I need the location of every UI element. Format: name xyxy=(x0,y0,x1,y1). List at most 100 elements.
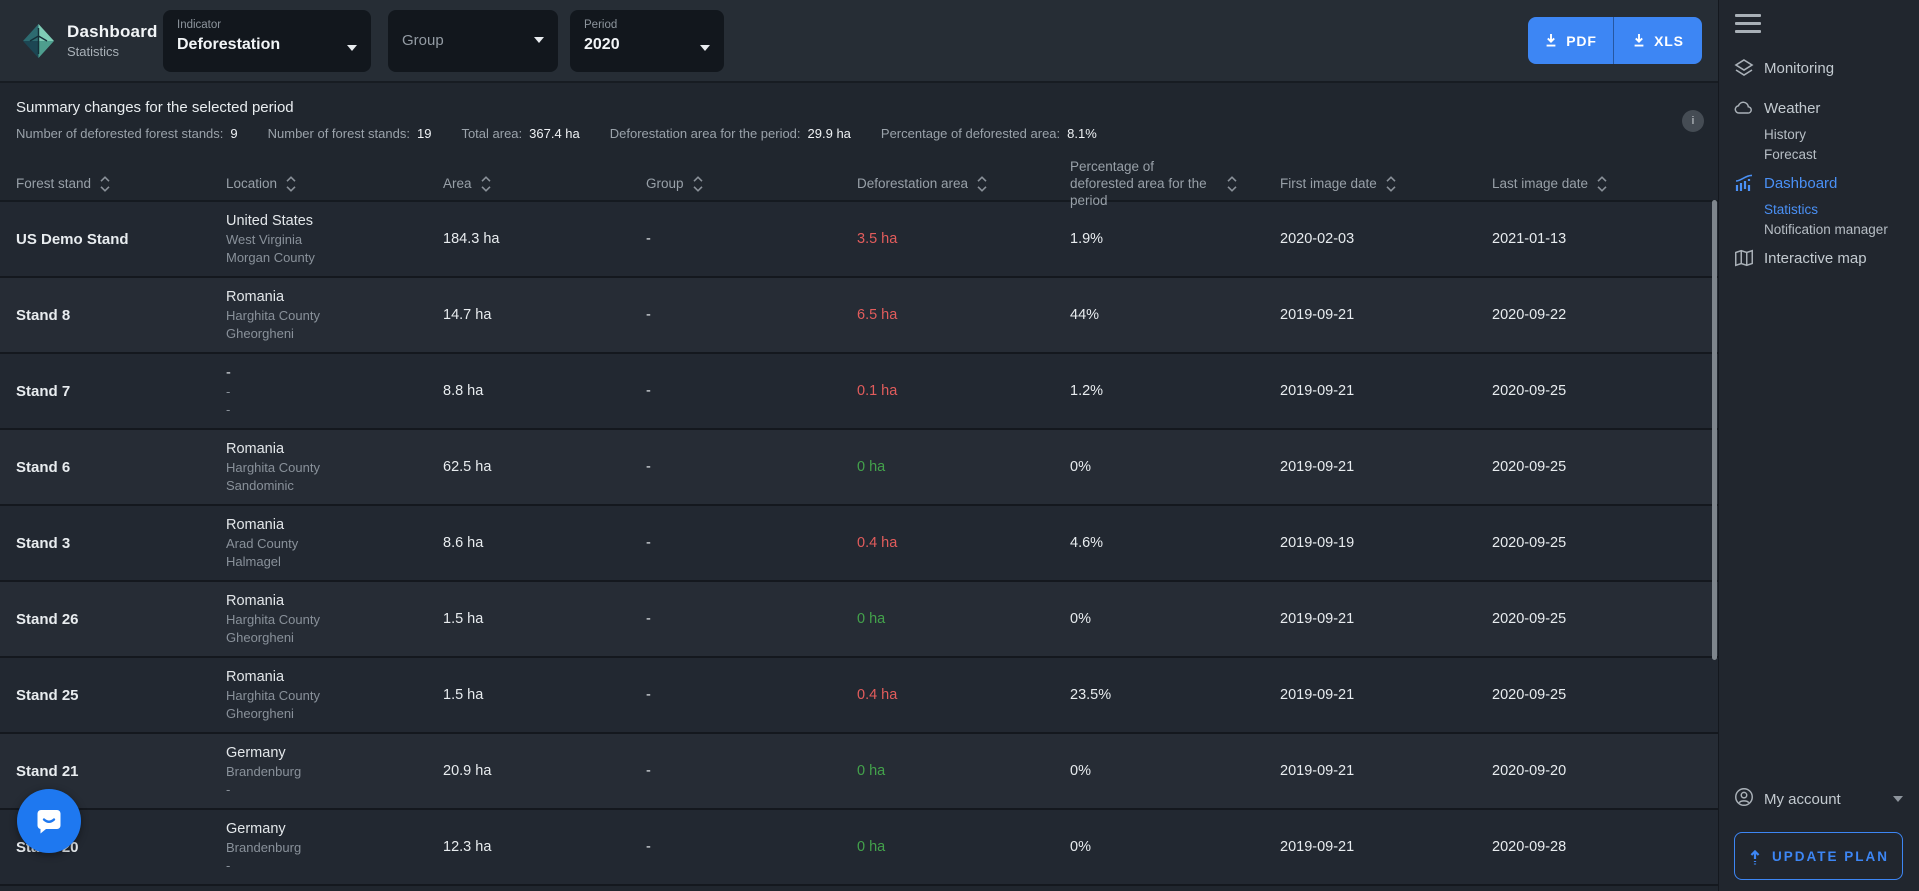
table-row[interactable]: Stand 3 Romania Arad County Halmagel 8.6 ha -… xyxy=(0,506,1718,582)
sort-icon xyxy=(977,176,987,193)
stand-area: 62.5 ha xyxy=(443,459,492,475)
location-district: Halmagel xyxy=(226,554,281,569)
sidebar-item-dashboard[interactable]: Dashboard xyxy=(1719,169,1919,197)
stand-location: United States West Virginia Morgan County xyxy=(226,213,443,265)
last-image-date: 2020-09-25 xyxy=(1492,383,1567,399)
info-icon[interactable]: i xyxy=(1682,110,1704,132)
deforestation-percentage: 44% xyxy=(1070,307,1100,323)
stand-location: Germany Brandenburg - xyxy=(226,745,443,797)
location-region: Harghita County xyxy=(226,308,320,323)
menu-icon[interactable] xyxy=(1735,14,1761,38)
stand-group: - xyxy=(646,687,651,703)
sidebar-item-forecast[interactable]: Forecast xyxy=(1764,146,1817,162)
deforestation-area-value: 3.5 ha xyxy=(857,231,898,247)
download-xls-button[interactable]: XLS xyxy=(1614,17,1702,64)
stand-area: 8.6 ha xyxy=(443,535,484,551)
sidebar-item-history[interactable]: History xyxy=(1764,126,1807,142)
table-row[interactable]: Stand 8 Romania Harghita County Gheorgheni 1… xyxy=(0,278,1718,354)
main-content: Dashboard Statistics Indicator Deforesta… xyxy=(0,0,1718,886)
my-account-menu[interactable]: My account xyxy=(1719,785,1919,813)
table-row[interactable]: US Demo Stand United States West Virginia M… xyxy=(0,202,1718,278)
table-row[interactable]: Stand 25 Romania Harghita County Gheorgheni… xyxy=(0,658,1718,734)
stand-area: 184.3 ha xyxy=(443,231,500,247)
deforestation-percentage: 23.5% xyxy=(1070,687,1112,703)
deforestation-percentage: 1.9% xyxy=(1070,231,1104,247)
column-header-label: Group xyxy=(646,175,684,191)
table-row[interactable]: Stand 26 Romania Harghita County Gheorgheni… xyxy=(0,582,1718,658)
sort-icon xyxy=(1227,176,1237,193)
stand-name: Stand 3 xyxy=(16,534,71,552)
stat-label: Deforestation area for the period: xyxy=(609,126,801,141)
download-pdf-button[interactable]: PDF xyxy=(1528,17,1614,64)
location-country: Germany xyxy=(226,745,286,761)
column-header-area[interactable]: Area xyxy=(443,175,646,193)
my-account-label: My account xyxy=(1764,790,1841,808)
stand-group: - xyxy=(646,307,651,323)
sidebar-item-notification-manager[interactable]: Notification manager xyxy=(1764,221,1888,237)
location-country: - xyxy=(226,365,231,381)
location-country: United States xyxy=(226,213,314,229)
location-country: Romania xyxy=(226,441,285,457)
export-buttons: PDF XLS xyxy=(1528,17,1702,64)
column-header-percentage-of-deforested-area-for-the-period[interactable]: Percentage of deforested area for the pe… xyxy=(1070,159,1280,210)
last-image-date: 2020-09-28 xyxy=(1492,839,1567,855)
sidebar-item-interactive-map[interactable]: Interactive map xyxy=(1719,244,1919,272)
last-image-date: 2020-09-25 xyxy=(1492,611,1567,627)
chevron-down-icon xyxy=(347,44,357,51)
table-row[interactable]: Stand 7 - - - 8.8 ha - 0.1 ha 1.2% 2019-09-21 202… xyxy=(0,354,1718,430)
deforestation-area-value: 0 ha xyxy=(857,763,886,779)
layers-icon xyxy=(1733,57,1755,79)
first-image-date: 2020-02-03 xyxy=(1280,231,1355,247)
column-header-forest-stand[interactable]: Forest stand xyxy=(16,175,226,193)
vertical-scrollbar[interactable] xyxy=(1712,200,1717,660)
sidebar-item-monitoring[interactable]: Monitoring xyxy=(1719,54,1919,82)
deforestation-area-value: 0 ha xyxy=(857,839,886,855)
deforestation-percentage: 0% xyxy=(1070,611,1091,627)
update-plan-button[interactable]: UPDATE PLAN xyxy=(1734,832,1903,880)
column-header-label: Area xyxy=(443,175,472,191)
column-header-group[interactable]: Group xyxy=(646,175,857,193)
deforestation-area-value: 0 ha xyxy=(857,611,886,627)
table-row[interactable]: Stand 21 Germany Brandenburg - 20.9 ha - 0 ha 0… xyxy=(0,734,1718,810)
indicator-select[interactable]: Indicator Deforestation xyxy=(163,9,371,72)
group-select[interactable]: Group xyxy=(388,9,558,72)
table-row[interactable]: Stand 6 Romania Harghita County Sandominic 6… xyxy=(0,430,1718,506)
right-sidebar: Monitoring Weather History Forecast xyxy=(1718,0,1919,891)
bar-chart-icon xyxy=(1733,172,1755,194)
stand-name: Stand 7 xyxy=(16,382,71,400)
stand-name: Stand 25 xyxy=(16,686,79,704)
stat-value: 29.9 ha xyxy=(807,126,851,141)
deforestation-area-value: 0.4 ha xyxy=(857,535,898,551)
column-header-deforestation-area[interactable]: Deforestation area xyxy=(857,175,1070,193)
chat-widget-button[interactable] xyxy=(17,789,81,853)
location-country: Germany xyxy=(226,821,286,837)
summary-stat: Deforestation area for the period: 29.9 h… xyxy=(610,126,851,141)
stand-area: 1.5 ha xyxy=(443,611,484,627)
location-district: - xyxy=(226,858,231,873)
stand-location: - - - xyxy=(226,365,443,417)
sort-icon xyxy=(100,176,110,193)
deforestation-percentage: 0% xyxy=(1070,763,1091,779)
location-country: Romania xyxy=(226,669,285,685)
summary-stats: Number of deforested forest stands: 9 Numb… xyxy=(16,126,1702,141)
column-header-last-image-date[interactable]: Last image date xyxy=(1492,175,1718,193)
top-bar: Dashboard Statistics Indicator Deforesta… xyxy=(0,0,1718,81)
stand-location: Romania Harghita County Sandominic xyxy=(226,441,443,493)
download-icon xyxy=(1546,34,1556,47)
period-select[interactable]: Period 2020 xyxy=(570,9,724,72)
column-header-label: Deforestation area xyxy=(857,175,969,191)
deforestation-percentage: 4.6% xyxy=(1070,535,1104,551)
column-header-label: Percentage of deforested area for the pe… xyxy=(1070,159,1207,208)
stand-location: Romania Arad County Halmagel xyxy=(226,517,443,569)
period-label: Period xyxy=(584,18,618,31)
chevron-down-icon xyxy=(700,44,710,51)
column-header-label: Last image date xyxy=(1492,175,1589,191)
column-header-location[interactable]: Location xyxy=(226,175,443,193)
group-placeholder: Group xyxy=(402,32,444,49)
sidebar-item-statistics[interactable]: Statistics xyxy=(1764,201,1819,217)
sidebar-item-weather[interactable]: Weather xyxy=(1719,94,1919,122)
location-country: Romania xyxy=(226,593,285,609)
column-header-first-image-date[interactable]: First image date xyxy=(1280,175,1492,193)
location-region: Brandenburg xyxy=(226,840,302,855)
